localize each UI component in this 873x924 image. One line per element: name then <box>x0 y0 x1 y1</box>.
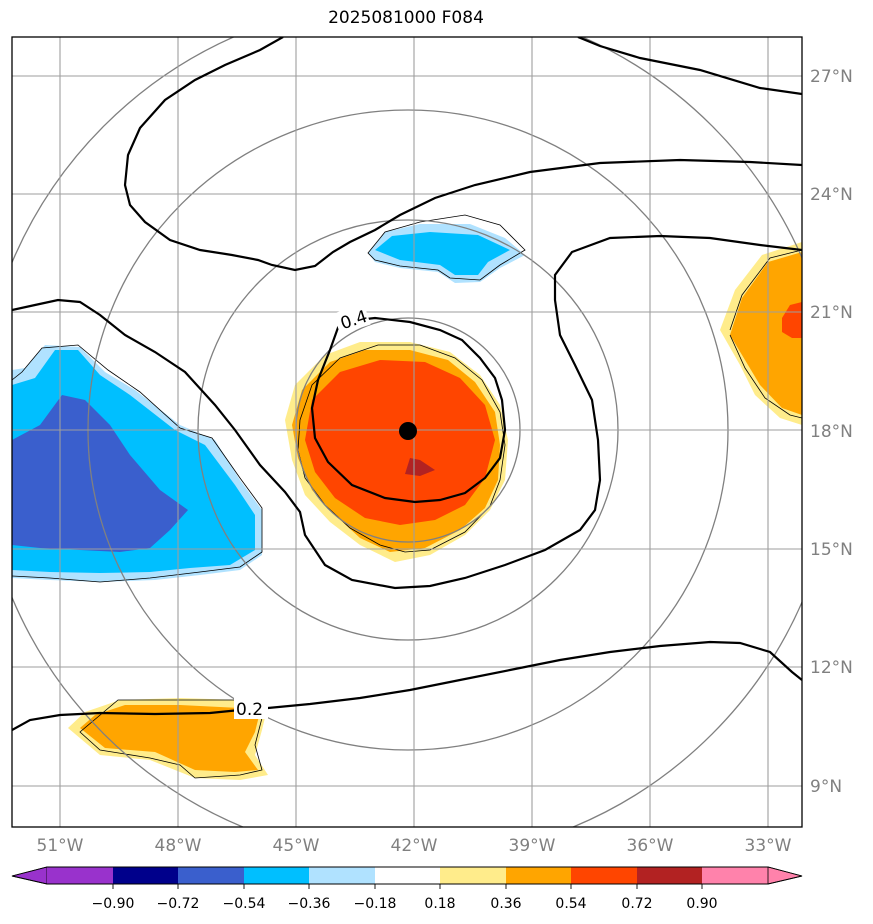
storm-center-marker <box>399 422 417 440</box>
lon-label: 48°W <box>155 836 202 856</box>
colorbar-tick-label: −0.54 <box>223 896 266 912</box>
lat-label: 21°N <box>810 303 853 323</box>
contour-ring <box>310 316 507 504</box>
contour-ne <box>577 37 802 96</box>
positive-anomaly-inner <box>305 360 495 525</box>
colorbar-segment <box>637 867 702 884</box>
latitude-labels: 27°N 24°N 21°N 18°N 15°N 12°N 9°N <box>810 67 853 797</box>
positive-anomaly-east-inner <box>730 252 802 415</box>
positive-anomaly-south-inner <box>80 705 260 772</box>
colorbar-tick-label: 0.18 <box>424 896 455 912</box>
colorbar-segment <box>571 867 637 884</box>
lat-label: 18°N <box>810 422 853 442</box>
colorbar-tick-label: 0.72 <box>621 896 652 912</box>
contour-west <box>12 234 802 590</box>
lat-label: 9°N <box>810 777 842 797</box>
lat-label: 12°N <box>810 658 853 678</box>
lat-label: 15°N <box>810 540 853 560</box>
lon-label: 45°W <box>273 836 320 856</box>
graticule <box>12 37 802 827</box>
colorbar-tick-label: −0.18 <box>354 896 397 912</box>
map-title: 2025081000 F084 <box>328 8 484 28</box>
colorbar-tick-label: 0.90 <box>686 896 717 912</box>
colorbar-tick-label: −0.36 <box>288 896 331 912</box>
lat-label: 24°N <box>810 185 853 205</box>
colorbar-segment <box>506 867 571 884</box>
thick-contours <box>12 37 802 731</box>
lon-label: 36°W <box>627 836 674 856</box>
positive-anomaly-core <box>405 458 435 476</box>
colorbar-extend-high <box>767 866 803 885</box>
lon-label: 33°W <box>745 836 792 856</box>
longitude-labels: 51°W 48°W 45°W 42°W 39°W 36°W 33°W <box>37 836 792 856</box>
contour-north <box>123 37 802 272</box>
colorbar-tick-label: −0.90 <box>92 896 135 912</box>
negative-anomaly-north-inner <box>375 232 510 275</box>
lat-label: 27°N <box>810 67 853 87</box>
lon-label: 42°W <box>391 836 438 856</box>
shading-layer <box>12 224 802 780</box>
colorbar: −0.90 −0.72 −0.54 −0.36 −0.18 0.18 0.36 … <box>11 866 803 912</box>
contour-south <box>12 640 802 731</box>
map-frame <box>11 36 803 828</box>
colorbar-tick-label: −0.72 <box>157 896 200 912</box>
colorbar-segment <box>702 867 768 884</box>
colorbar-tick-label: 0.36 <box>490 896 521 912</box>
colorbar-segment <box>244 867 309 884</box>
colorbar-segment <box>113 867 178 884</box>
contour-label-02: 0.2 <box>236 700 263 720</box>
colorbar-extend-low <box>11 866 48 885</box>
colorbar-segment <box>375 867 440 884</box>
positive-anomaly-east-core <box>782 302 802 338</box>
lon-label: 51°W <box>37 836 84 856</box>
colorbar-segment <box>440 867 506 884</box>
negative-anomaly-inner <box>12 395 188 552</box>
colorbar-segment <box>178 867 244 884</box>
colorbar-segment <box>309 867 375 884</box>
colorbar-tick-label: 0.54 <box>555 896 586 912</box>
colorbar-segment <box>47 867 113 884</box>
colorbar-outline <box>11 866 803 885</box>
lon-label: 39°W <box>509 836 556 856</box>
